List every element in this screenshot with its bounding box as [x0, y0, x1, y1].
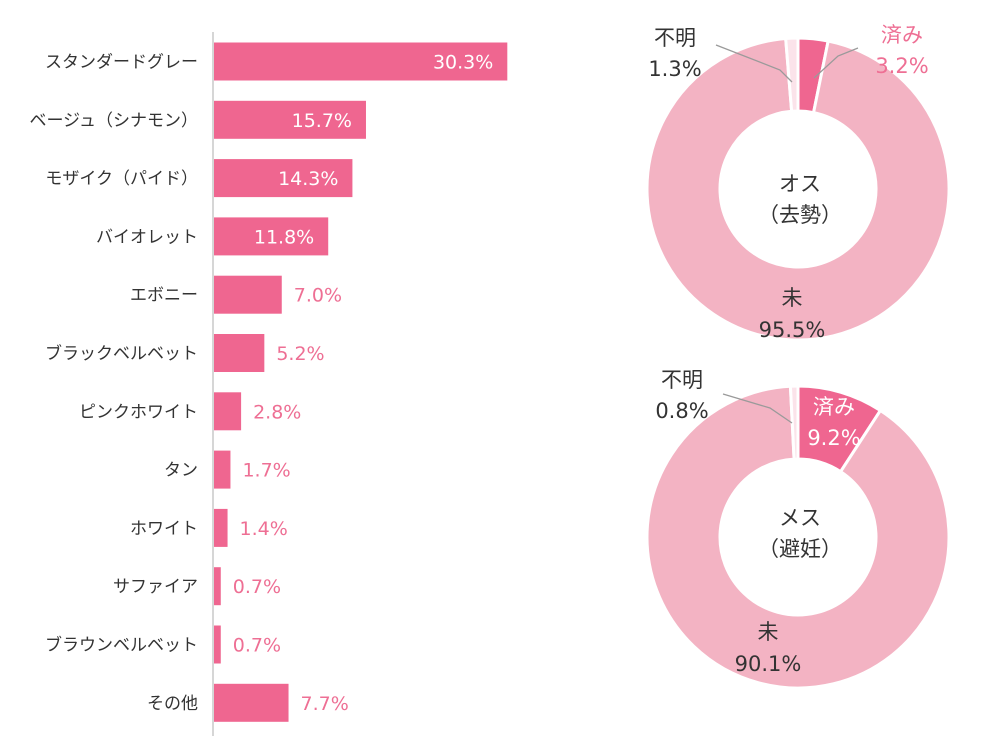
category-label: その他: [147, 694, 198, 714]
unknown-leader-line: [722, 393, 793, 424]
slice-label-not: 未: [758, 620, 779, 644]
donut-center-line1: オス: [779, 172, 821, 196]
category-label: エボニー: [130, 286, 198, 306]
bar: [214, 392, 242, 431]
category-label: サファイア: [113, 577, 198, 597]
slice-value-done: 3.2%: [875, 54, 928, 78]
slice-unknown: [784, 36, 800, 113]
bar: [214, 42, 508, 81]
male-neuter-donut: オス （去勢） 済み 3.2% 不明 1.3% 未 95.5%: [645, 23, 951, 342]
slice-unknown: [788, 384, 800, 461]
slice-label-not: 未: [782, 286, 803, 310]
done-leader-line: [813, 47, 859, 79]
slice-not: [645, 36, 951, 342]
donut-center-line1: メス: [779, 506, 821, 530]
slice-label-done: 済み: [813, 395, 855, 419]
value-label: 14.3%: [278, 168, 338, 190]
slice-label-done: 済み: [881, 23, 923, 47]
bar: [214, 217, 329, 256]
value-label: 2.8%: [253, 401, 301, 423]
category-label: ピンクホワイト: [79, 402, 198, 422]
value-label: 5.2%: [276, 343, 324, 365]
bar: [214, 159, 353, 198]
slice-value-unknown: 0.8%: [655, 399, 708, 423]
bar: [214, 100, 366, 139]
unknown-leader-line: [715, 44, 793, 83]
slice-value-not: 95.5%: [759, 318, 826, 342]
donut-center-line2: （避妊）: [758, 537, 842, 561]
category-label: モザイク（パイド）: [45, 169, 198, 189]
category-label: タン: [164, 461, 198, 481]
value-label: 11.8%: [254, 226, 314, 248]
female-spay-donut: メス （避妊） 済み 9.2% 不明 0.8% 未 90.1%: [645, 368, 951, 690]
slice-label-unknown: 不明: [654, 26, 696, 50]
value-label: 15.7%: [292, 110, 352, 132]
category-label: スタンダードグレー: [45, 53, 198, 73]
category-label: ベージュ（シナモン）: [30, 111, 198, 131]
category-label: ブラックベルベット: [45, 343, 198, 364]
value-label: 30.3%: [433, 52, 493, 74]
bar: [214, 567, 221, 606]
value-label: 0.7%: [233, 635, 281, 657]
category-label: ホワイト: [130, 519, 198, 539]
slice-value-not: 90.1%: [735, 652, 802, 676]
bar: [214, 275, 282, 314]
bar: [214, 683, 289, 722]
slice-not: [645, 384, 951, 690]
slice-label-unknown: 不明: [661, 368, 703, 392]
slice-value-unknown: 1.3%: [648, 57, 701, 81]
donut-center-line2: （去勢）: [758, 203, 842, 227]
category-label: ブラウンベルベット: [45, 635, 198, 656]
bar: [214, 508, 228, 547]
color-bar-chart: スタンダードグレー 30.3% ベージュ（シナモン） 15.7% モザイク（パイド） 14…: [30, 32, 508, 736]
value-label: 7.7%: [301, 693, 349, 715]
bar: [214, 625, 221, 664]
value-label: 1.7%: [242, 460, 290, 482]
value-label: 0.7%: [233, 576, 281, 598]
bar: [214, 450, 231, 489]
value-label: 1.4%: [240, 518, 288, 540]
category-label: バイオレット: [96, 227, 198, 247]
slice-value-done: 9.2%: [807, 426, 860, 450]
value-label: 7.0%: [294, 285, 342, 307]
bar: [214, 334, 265, 372]
